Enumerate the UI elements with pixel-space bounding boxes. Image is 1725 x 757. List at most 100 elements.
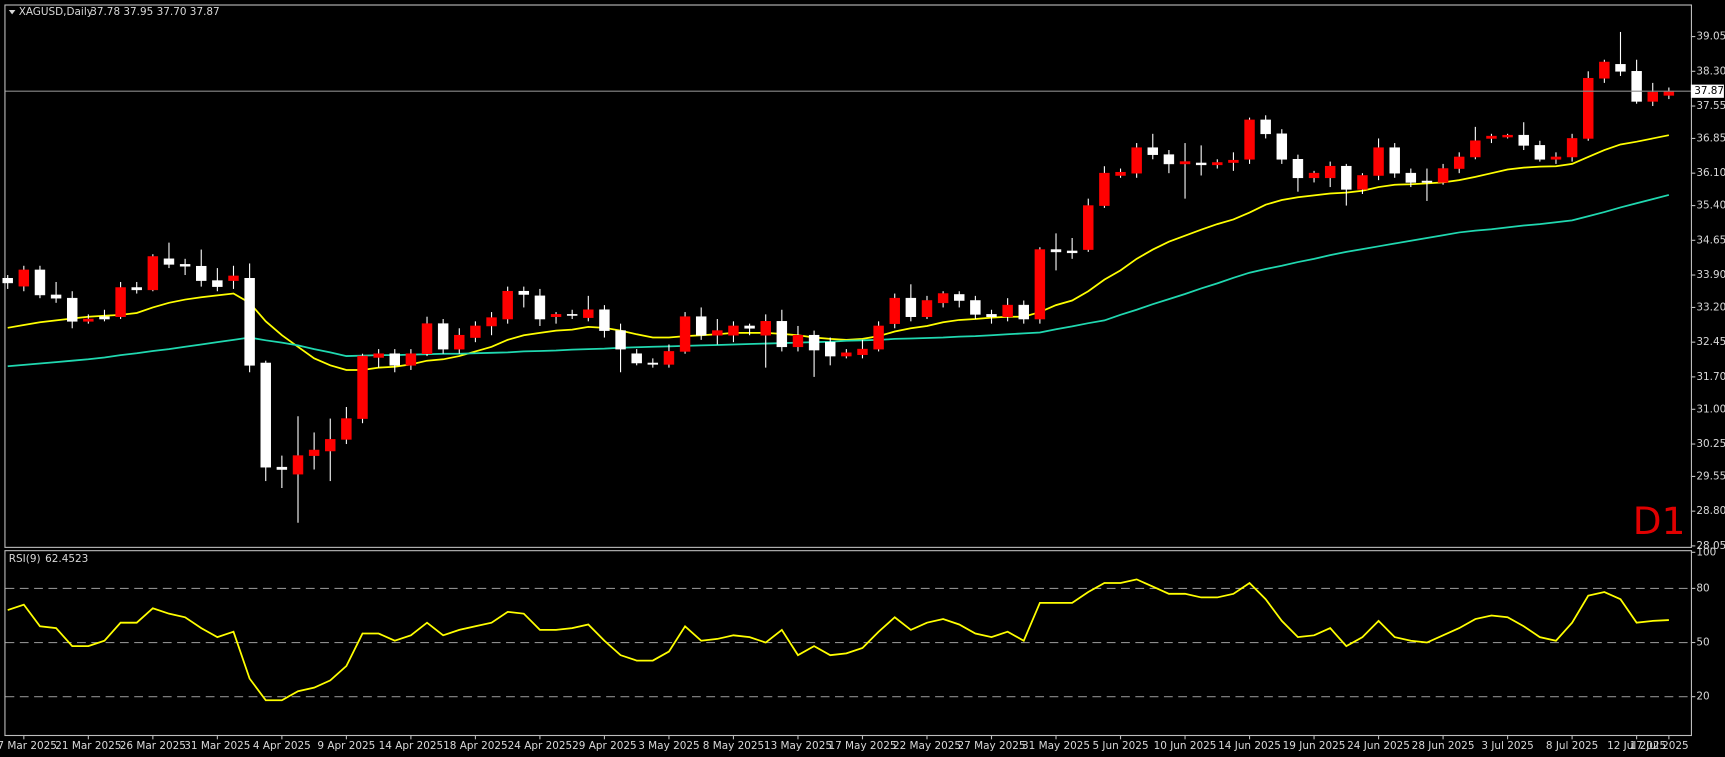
candle-body [824,341,836,357]
y-tick-label: 20 [1696,691,1709,703]
x-tick-label: 3 May 2025 [638,740,699,752]
candle-body [131,287,142,291]
x-tick-label: 12 Jul 2025 [1607,740,1666,752]
y-tick-label: 31.00 [1696,403,1725,415]
candle-body [502,290,513,320]
candle-body [550,314,562,317]
candle-body [663,351,675,365]
candle-body [1534,145,1546,160]
candle-body [66,297,78,322]
chart-title: XAGUSD,Daily [19,6,93,18]
moving-average [7,134,1670,371]
y-tick-label: 29.55 [1696,470,1725,482]
candle-body [83,318,94,322]
candle-body [615,330,626,350]
candle-body [260,362,271,468]
candle-body [228,275,239,281]
current-price-label: 37.87 [1694,85,1724,97]
candle-body [470,325,481,338]
y-tick-label: 36.10 [1696,167,1725,179]
candle-body [1260,119,1271,135]
candle-body [1083,205,1094,250]
x-tick-label: 26 Mar 2025 [120,740,186,752]
candle-body [1518,134,1529,146]
x-tick-label: 21 Mar 2025 [55,740,121,752]
candle-body [163,258,175,265]
candle-body [583,309,594,318]
y-tick-label: 50 [1696,637,1709,649]
x-tick-label: 17 May 2025 [828,740,896,752]
candle-body [1502,134,1513,138]
x-tick-label: 14 Jun 2025 [1218,740,1281,752]
x-tick-label: 8 Jul 2025 [1546,740,1598,752]
y-tick-label: 100 [1696,546,1716,558]
candle-body [776,321,788,348]
y-tick-label: 28.05 [1696,540,1725,552]
candle-body [1179,161,1191,165]
candle-body [1228,159,1239,163]
y-tick-label: 37.55 [1696,100,1725,112]
y-tick-label: 34.65 [1696,234,1725,246]
candle-body [1357,175,1368,190]
rsi-value: 62.4523 [45,553,88,565]
x-tick-label: 8 May 2025 [703,740,764,752]
candle-body [1147,147,1159,155]
candle-body [308,449,320,456]
candle-body [1034,249,1046,320]
x-tick-label: 28 Jun 2025 [1412,740,1475,752]
x-tick-label: 14 Apr 2025 [379,740,444,752]
candle-body [1437,168,1449,183]
candle-body [1195,162,1207,166]
y-tick-label: 35.40 [1696,200,1725,212]
x-tick-label: 3 Jul 2025 [1481,740,1533,752]
candle-body [18,269,30,287]
rsi-layer [5,578,1691,702]
candle-body [1292,159,1304,179]
candle-body [1550,156,1562,160]
candle-body [405,353,417,366]
candle-body [212,280,223,287]
candle-body [599,309,610,331]
candle-body [357,355,368,419]
y-tick-label: 33.20 [1696,301,1725,313]
moving-average [7,194,1670,368]
candle-body [34,269,46,296]
y-tick-label: 30.25 [1696,438,1725,450]
x-tick-label: 31 Mar 2025 [184,740,250,752]
candle-body [728,325,739,336]
rsi-title: RSI(9) [9,553,41,565]
x-tick-label: 10 Jun 2025 [1154,740,1217,752]
candle-body [1631,71,1642,102]
x-tick-label: 27 May 2025 [957,740,1025,752]
candle-body [341,418,352,440]
candle-body [1002,304,1013,317]
x-tick-label: 4 Apr 2025 [253,740,311,752]
y-tick-label: 28.80 [1696,505,1725,517]
y-tick-label: 31.70 [1696,371,1725,383]
x-tick-label: 31 May 2025 [1022,740,1090,752]
x-tick-label: 18 Apr 2025 [443,740,508,752]
candle-body [921,300,933,317]
candle-body [857,348,868,355]
candle-body [679,316,691,352]
candle-body [179,264,191,267]
candle-body [1115,171,1126,176]
candle-body [534,295,546,320]
candle-body [1276,133,1288,160]
candle-body [1566,138,1578,158]
candle-body [647,362,659,365]
candle-body [99,316,110,320]
candle-body [486,317,497,327]
y-tick-label: 32.45 [1696,336,1725,348]
x-tick-label: 5 Jun 2025 [1092,740,1148,752]
candle-body [1066,250,1078,254]
y-tick-label: 33.90 [1696,269,1725,281]
x-tick-label: 9 Apr 2025 [317,740,375,752]
candle-body [970,300,981,315]
candle-body [518,290,530,295]
candle-body [115,287,126,317]
candle-body [1486,135,1497,139]
candle-body [292,455,304,475]
menu-triangle[interactable] [8,9,16,15]
